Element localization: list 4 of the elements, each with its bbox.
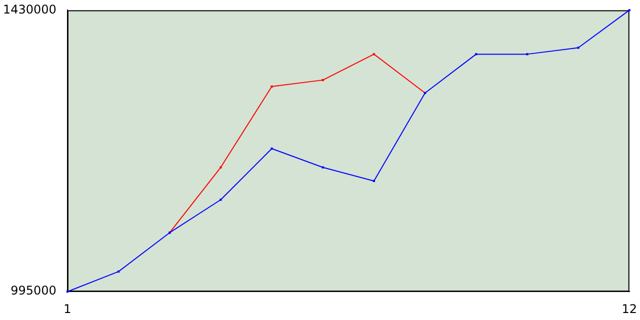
y-tick-label: 995000 [10, 284, 56, 298]
y-tick-label: 1430000 [2, 2, 56, 16]
x-tick-label: 12 [622, 302, 638, 316]
x-tick-label: 1 [64, 302, 72, 316]
